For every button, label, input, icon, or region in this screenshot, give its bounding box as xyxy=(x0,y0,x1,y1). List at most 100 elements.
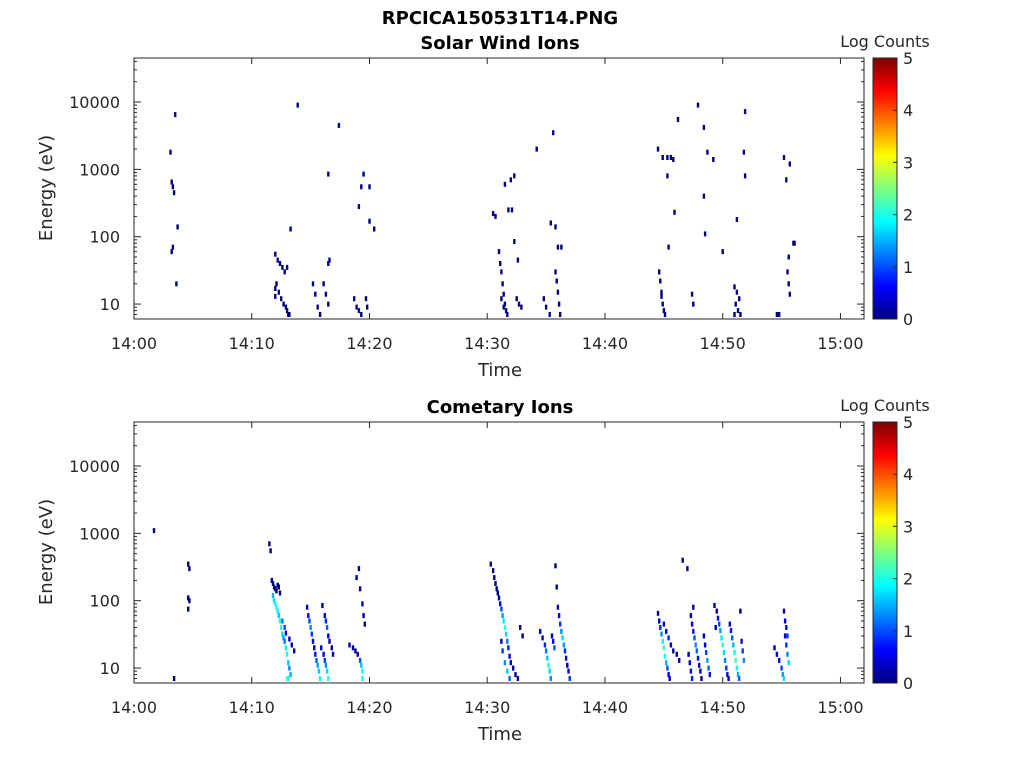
heatmap-cell xyxy=(362,613,365,619)
heatmap-cell xyxy=(556,244,560,250)
heatmap-cell xyxy=(507,645,510,651)
heatmap-cell xyxy=(787,281,790,287)
y-tick-label: 1000 xyxy=(79,524,120,543)
heatmap-cell xyxy=(723,657,727,663)
heatmap-cell xyxy=(324,618,328,624)
y-tick-label: 1000 xyxy=(79,160,120,179)
colorbar-tick-label: 0 xyxy=(903,310,913,329)
heatmap-cell xyxy=(742,657,746,663)
heatmap-cell xyxy=(500,606,503,612)
heatmap-cell xyxy=(504,308,508,314)
heatmap-cell xyxy=(327,676,330,681)
heatmap-cell xyxy=(660,293,663,299)
heatmap-cell xyxy=(285,651,289,657)
heatmap-cell xyxy=(788,291,791,297)
heatmap-cell xyxy=(696,102,700,108)
heatmap-cell xyxy=(715,608,718,614)
heatmap-cell xyxy=(501,281,504,287)
heatmap-cell xyxy=(548,312,551,317)
heatmap-cell xyxy=(278,618,282,624)
heatmap-cell xyxy=(521,633,524,639)
heatmap-cell xyxy=(337,122,341,128)
heatmap-cell xyxy=(280,625,283,630)
heatmap-cell xyxy=(281,631,284,637)
heatmap-cell xyxy=(314,291,317,297)
heatmap-cell xyxy=(508,653,511,659)
heatmap-cell xyxy=(187,606,190,612)
cometary-plot-frame xyxy=(133,421,865,684)
heatmap-cell xyxy=(554,269,557,275)
heatmap-cell xyxy=(785,177,788,183)
heatmap-cell xyxy=(719,628,722,634)
figure-title: RPCICA150531T14.PNG xyxy=(382,8,618,29)
heatmap-cell xyxy=(780,665,783,671)
heatmap-cell xyxy=(324,662,328,668)
heatmap-cell xyxy=(187,561,190,567)
heatmap-cell xyxy=(327,633,330,639)
heatmap-cell xyxy=(778,657,781,663)
heatmap-cell xyxy=(543,642,547,648)
heatmap-cell xyxy=(284,630,288,636)
heatmap-cell xyxy=(171,184,175,190)
heatmap-cell xyxy=(500,269,503,275)
heatmap-cell xyxy=(327,261,330,266)
heatmap-cell xyxy=(316,662,319,668)
heatmap-cell xyxy=(556,289,560,295)
x-tick-label: 14:20 xyxy=(346,698,392,717)
heatmap-cell xyxy=(735,665,739,671)
heatmap-cell xyxy=(778,312,781,317)
colorbar-tick-label: 1 xyxy=(903,258,913,277)
heatmap-cell xyxy=(692,301,695,307)
heatmap-cell xyxy=(311,281,315,287)
heatmap-cell xyxy=(283,625,286,630)
heatmap-cell xyxy=(667,635,670,641)
heatmap-cell xyxy=(739,312,742,317)
heatmap-cell xyxy=(546,655,549,661)
heatmap-cell xyxy=(289,226,292,232)
heatmap-cell xyxy=(658,618,661,624)
y-tick-label: 10000 xyxy=(69,93,120,112)
heatmap-cell xyxy=(311,638,315,644)
heatmap-cell xyxy=(172,190,176,196)
solar-wind-y-ticks: 10 100 1000 10000 xyxy=(69,60,864,320)
heatmap-cell xyxy=(785,642,788,648)
heatmap-cell xyxy=(554,563,557,569)
heatmap-cell xyxy=(503,181,507,187)
heatmap-cell xyxy=(310,631,313,637)
heatmap-cell xyxy=(782,676,786,681)
heatmap-cell xyxy=(539,628,542,634)
heatmap-cell xyxy=(667,244,670,250)
heatmap-cell xyxy=(188,598,191,604)
heatmap-cell xyxy=(271,581,275,586)
heatmap-cell xyxy=(506,312,509,317)
heatmap-cell xyxy=(736,308,740,314)
heatmap-cell xyxy=(722,650,726,655)
heatmap-cell xyxy=(735,217,739,222)
heatmap-cell xyxy=(695,648,698,654)
heatmap-cell xyxy=(735,289,739,295)
colorbar-tick-label: 5 xyxy=(903,413,913,432)
heatmap-cell xyxy=(510,207,514,213)
heatmap-cell xyxy=(793,240,796,246)
heatmap-cell xyxy=(775,312,779,317)
heatmap-cell xyxy=(307,613,310,619)
heatmap-cell xyxy=(555,584,558,590)
heatmap-cell xyxy=(504,631,508,637)
heatmap-cell xyxy=(317,668,321,674)
heatmap-cell xyxy=(328,638,331,644)
heatmap-cell xyxy=(502,291,505,297)
heatmap-cell xyxy=(783,633,787,639)
cometary-x-ticks: 14:00 14:10 14:20 14:30 14:40 14:50 15:00 xyxy=(111,422,864,717)
heatmap-cell xyxy=(775,651,779,657)
heatmap-cell xyxy=(357,204,361,210)
heatmap-cell xyxy=(277,613,280,619)
heatmap-cell xyxy=(289,672,292,678)
heatmap-cell xyxy=(513,239,516,244)
heatmap-cell xyxy=(567,668,570,674)
heatmap-cell xyxy=(283,638,286,644)
heatmap-cell xyxy=(690,676,694,681)
heatmap-cell xyxy=(313,645,316,651)
cometary-colorbar-label: Log Counts xyxy=(840,396,930,415)
heatmap-cell xyxy=(728,621,731,627)
heatmap-cell xyxy=(361,601,364,607)
